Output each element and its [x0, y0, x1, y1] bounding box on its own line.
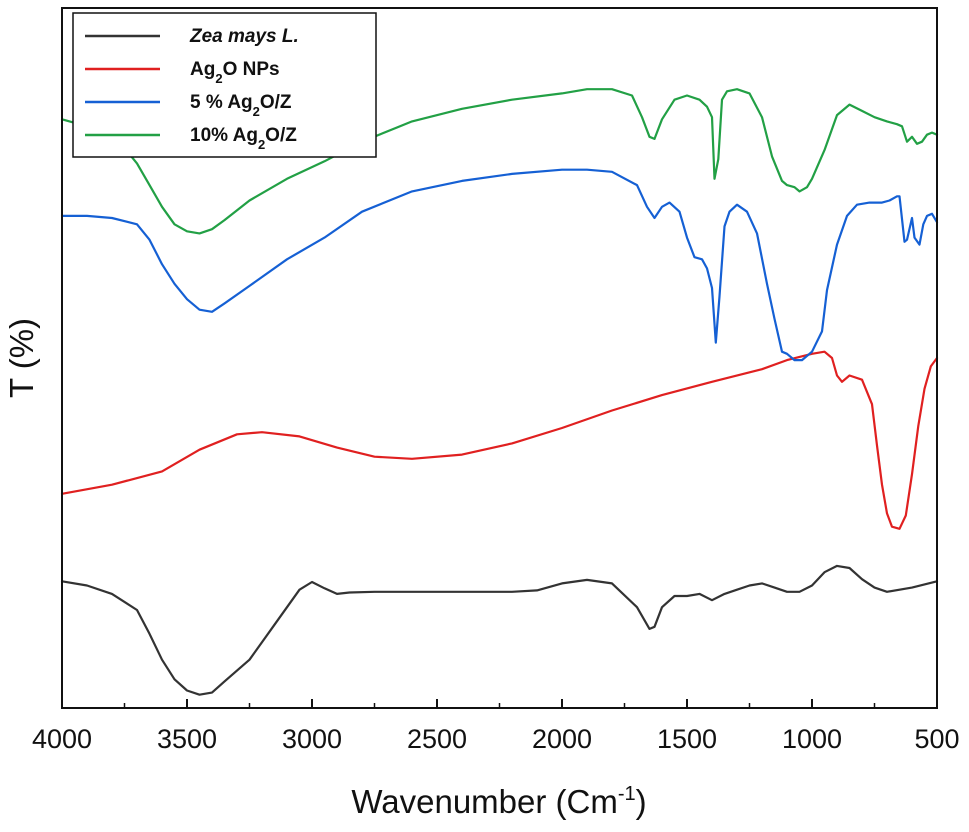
x-axis-title-close: ) — [636, 783, 647, 820]
series-line-2 — [60, 168, 939, 362]
x-axis: 4000 3500 3000 2500 2000 1500 1000 500 — [32, 699, 960, 754]
legend-label-2: 5 % Ag2O/Z — [190, 92, 292, 119]
x-tick-label-1: 3500 — [157, 724, 217, 754]
series-line-0 — [60, 564, 939, 696]
legend-entries: Zea mays L. Ag2O NPs 5 % Ag2O/Z 10% Ag2O/Z — [85, 26, 299, 152]
series-layer — [60, 88, 939, 696]
x-tick-label-2: 3000 — [282, 724, 342, 754]
legend-label-3: 10% Ag2O/Z — [190, 125, 297, 152]
x-axis-title-sup: -1 — [618, 783, 636, 805]
x-tick-label-4: 2000 — [532, 724, 592, 754]
x-tick-label-6: 1000 — [782, 724, 842, 754]
legend-label-1: Ag2O NPs — [190, 59, 280, 86]
y-axis-title: T (%) — [3, 318, 40, 398]
x-tick-label-5: 1500 — [657, 724, 717, 754]
x-axis-title-main: Wavenumber (Cm — [351, 783, 618, 820]
x-tick-label-3: 2500 — [407, 724, 467, 754]
legend: Zea mays L. Ag2O NPs 5 % Ag2O/Z 10% Ag2O/Z — [72, 12, 377, 158]
x-tick-label-0: 4000 — [32, 724, 92, 754]
series-line-3 — [60, 88, 939, 235]
series-line-1 — [60, 350, 939, 530]
x-axis-title: Wavenumber (Cm-1) — [351, 783, 646, 820]
x-tick-label-7: 500 — [914, 724, 959, 754]
legend-label-0: Zea mays L. — [189, 26, 299, 47]
